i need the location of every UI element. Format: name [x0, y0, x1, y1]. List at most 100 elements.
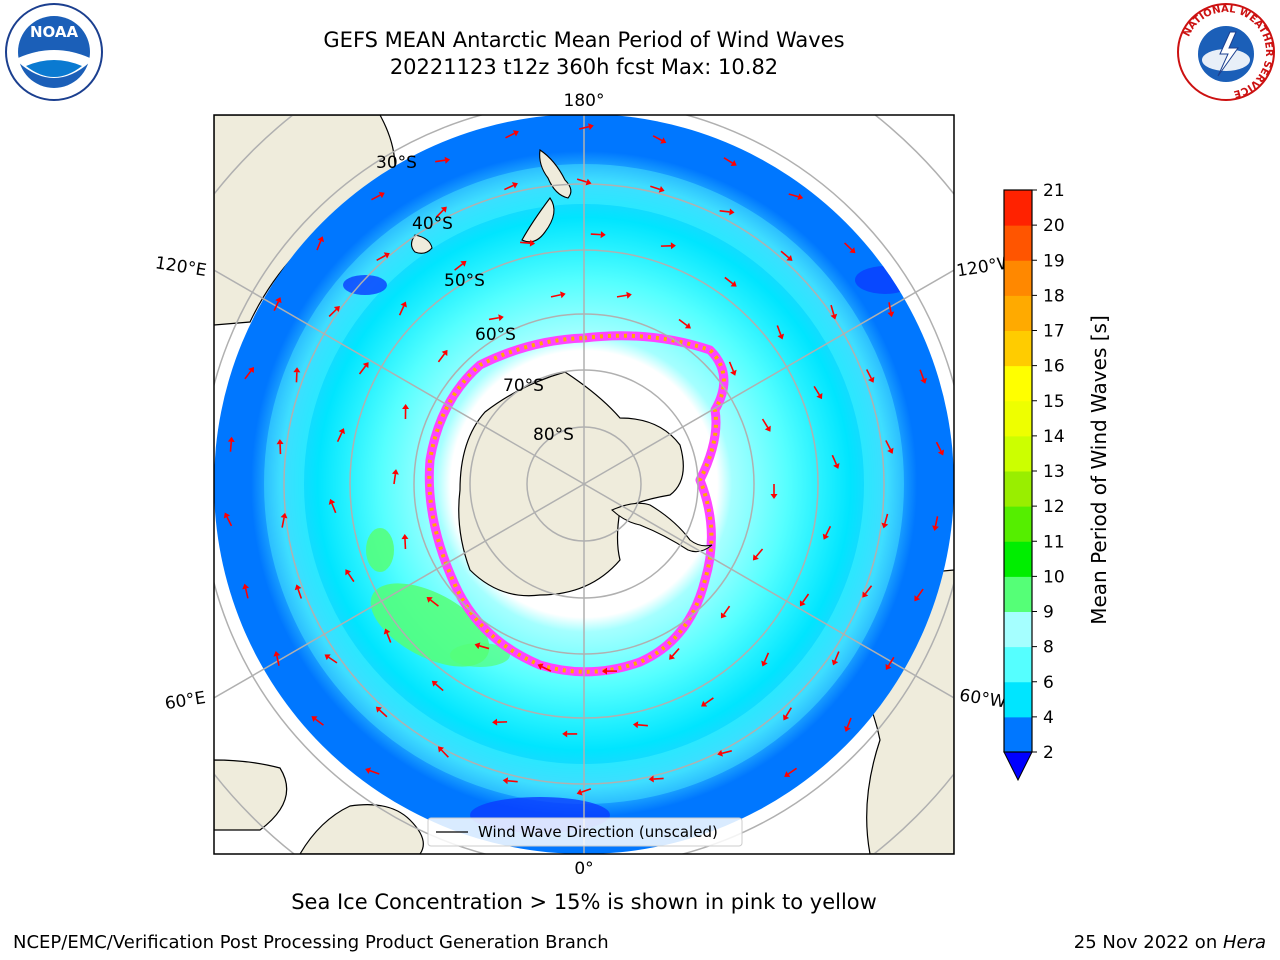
wave-arrow-shaft [504, 184, 514, 191]
wave-arrow-head [670, 242, 676, 250]
wave-arrow-shaft [520, 241, 531, 244]
wave-arrow-head [783, 714, 790, 721]
wave-arrow-head [248, 366, 254, 374]
wave-arrow-head [822, 533, 830, 540]
wave-arrow-shaft [884, 513, 889, 524]
wave-arrow-head [400, 301, 407, 308]
wave-arrow-head [492, 718, 498, 726]
wave-arrow-shaft [865, 369, 872, 379]
wave-arrow-head [752, 554, 759, 561]
wave-arrow-shaft [590, 233, 601, 236]
wave-arrow-head [440, 206, 447, 213]
wave-arrow-head [601, 667, 607, 675]
wave-arrow-shaft [358, 365, 367, 375]
wave-arrow-shaft [369, 769, 380, 775]
wave-arrow-shaft [316, 240, 322, 251]
wave-arrow-head [730, 160, 737, 166]
wave-arrow-shaft [719, 210, 730, 213]
wave-arrow-head [333, 305, 340, 312]
colorbar-tick-label: 13 [1043, 462, 1065, 482]
wave-arrow-head [799, 600, 806, 607]
wave-arrow-head [786, 255, 793, 261]
wave-arrow-head [426, 596, 433, 603]
wave-arrow-shaft [379, 709, 388, 718]
wave-arrow-shaft [652, 135, 663, 142]
wave-arrow-shaft [888, 302, 892, 313]
wave-arrow-head [626, 291, 632, 299]
colorbar-tick-label: 4 [1043, 708, 1054, 728]
wave-arrow-shaft [244, 588, 249, 599]
wave-arrow-head [280, 512, 288, 519]
colorbar-segment [1004, 716, 1032, 753]
colorbar-tick-label: 17 [1043, 322, 1065, 342]
wave-arrow-head [401, 534, 409, 540]
colorbar-segment [1004, 260, 1032, 296]
wave-arrow-head [402, 404, 410, 410]
colorbar-tick-label: 16 [1043, 357, 1065, 377]
wave-arrow-shaft [229, 441, 233, 452]
wave-arrow-head [328, 498, 336, 505]
lon-label-120e: 120°E [154, 253, 208, 281]
wave-arrow-head [701, 700, 708, 707]
wave-arrow-head [273, 651, 281, 657]
colorbar-tick-label: 2 [1043, 743, 1054, 763]
wave-arrow-head [729, 208, 735, 216]
wave-arrow-head [770, 494, 778, 499]
wave-arrow-shaft [581, 788, 592, 793]
wave-arrow-shaft [761, 418, 769, 428]
wave-arrow-shaft [763, 652, 770, 663]
wave-arrow-shaft [844, 242, 853, 251]
colorbar: 2 4 6 8 9 10 11 12 13 14 15 16 17 18 19 20 21 [1003, 181, 1065, 782]
wave-arrow-head [502, 777, 509, 785]
wave-arrow-head [632, 721, 639, 729]
colorbar-segment [1004, 646, 1032, 683]
wave-arrow-shaft [371, 194, 381, 201]
wave-arrow-shaft [723, 605, 731, 615]
wave-arrow-shaft [721, 750, 732, 755]
sea-ice-note: Sea Ice Concentration > 15% is shown in … [291, 890, 877, 914]
wave-arrow-head [338, 428, 345, 435]
wave-arrow-head [275, 297, 282, 304]
tasmania [410, 234, 433, 254]
wave-arrow-head [831, 659, 839, 666]
map-panel: 30°S 40°S 50°S 60°S 70°S 80°S Wind Wave … [214, 115, 954, 854]
colorbar-segment [1004, 681, 1032, 718]
footer-date: 25 Nov 2022 on Hera [1074, 932, 1266, 953]
wave-arrow-shaft [331, 503, 337, 514]
wave-arrow-head [816, 393, 823, 400]
nws-logo: NATIONAL WEATHER SERVICE [1177, 3, 1275, 101]
wave-arrow-shaft [314, 718, 324, 726]
wave-arrow-head [537, 663, 544, 670]
wave-arrow-head [881, 522, 889, 529]
wave-arrow-head [474, 642, 481, 650]
wave-arrow-head [293, 367, 301, 373]
wave-arrow-shaft [671, 648, 680, 657]
wave-arrow-head [365, 767, 372, 774]
wave-arrow-head [648, 775, 654, 783]
wave-arrow-head [511, 182, 518, 189]
wave-arrow-shaft [440, 749, 449, 758]
wave-arrow-head [362, 362, 369, 369]
wave-arrow-head [311, 716, 318, 722]
wave-arrow-head [730, 369, 737, 376]
lat-label-60s: 60°S [475, 325, 516, 345]
wave-arrow-head [844, 725, 851, 732]
wave-arrow-shaft [787, 767, 798, 775]
high-period-patch [366, 528, 510, 667]
wave-arrow-shaft [281, 517, 285, 528]
colorbar-tick-label: 15 [1043, 392, 1065, 412]
wave-arrow-head [294, 584, 302, 591]
colorbar-segment [1004, 295, 1032, 331]
wave-arrow-shaft [802, 593, 810, 603]
wave-arrow-shaft [780, 250, 790, 259]
wave-arrow-head [383, 628, 391, 635]
wave-arrow-head [862, 591, 869, 598]
wave-arrow-head [730, 280, 737, 287]
lat-label-30s: 30°S [376, 153, 417, 173]
lat-label-70s: 70°S [503, 376, 544, 396]
wave-arrow-head [498, 314, 504, 322]
lat-label-40s: 40°S [412, 214, 453, 234]
colorbar-tick-label: 20 [1043, 216, 1065, 236]
wave-arrow-shaft [488, 316, 499, 321]
wave-arrow-head [600, 231, 606, 239]
